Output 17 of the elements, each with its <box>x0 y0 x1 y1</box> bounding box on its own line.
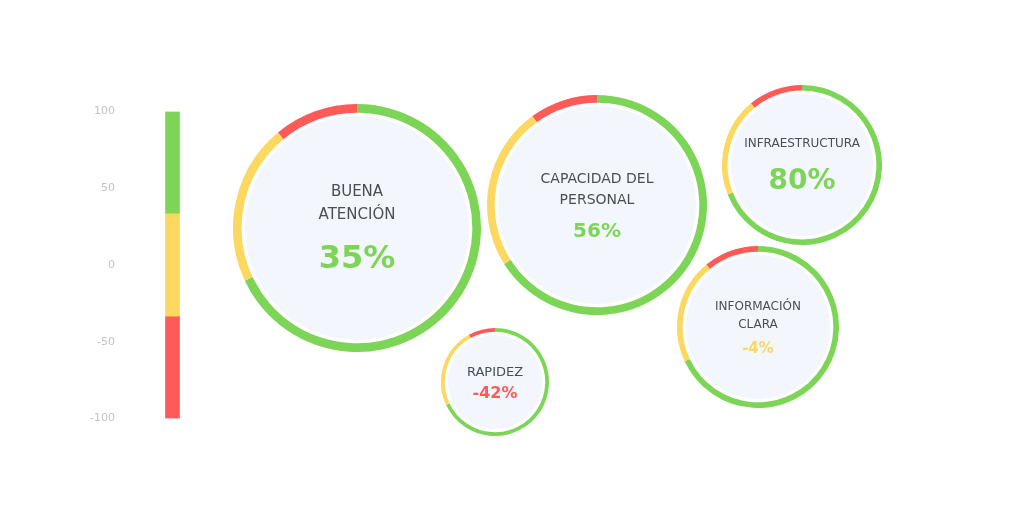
text: INFORMACIÓN CLARA <box>714 297 802 333</box>
y-tick-label: -50 <box>97 334 115 348</box>
text: CAPACIDAD DEL PERSONAL <box>539 169 655 209</box>
y-tick-label: -100 <box>90 411 115 425</box>
y-tick-label: 50 <box>101 181 115 195</box>
bar <box>165 111 180 215</box>
text: -42% <box>472 383 518 403</box>
text: INFRAESTRUCTURA <box>743 134 861 152</box>
text: 80% <box>768 163 836 197</box>
text: BUENA ATENCIÓN <box>317 181 397 225</box>
text: 56% <box>573 218 621 242</box>
y-tick-label: 0 <box>108 257 115 271</box>
y-tick-label: 100 <box>94 104 115 118</box>
text: 35% <box>318 237 396 276</box>
text: RAPIDEZ <box>465 362 525 381</box>
text: -4% <box>742 339 774 357</box>
bar <box>165 315 180 419</box>
